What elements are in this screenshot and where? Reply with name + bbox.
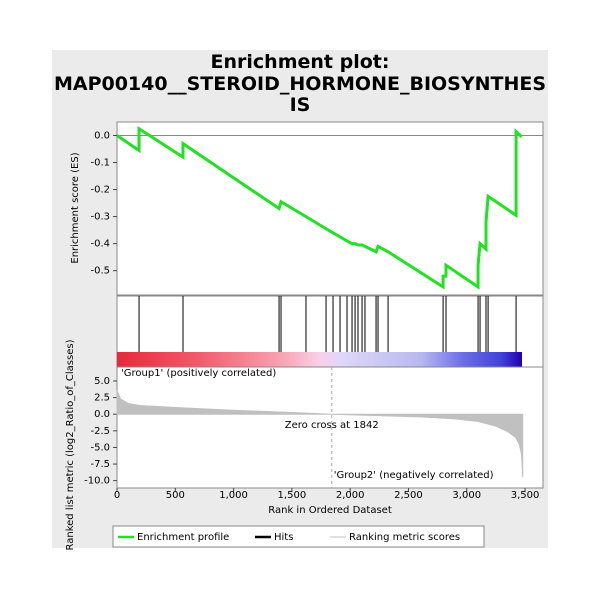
legend-label: Hits [274,532,293,543]
y-tick-label: -7.5 [90,459,110,470]
annotation: 'Group2' (negatively correlated) [334,470,494,481]
x-tick-label: 2,500 [394,490,423,501]
es-panel [116,121,544,296]
y-tick-label: -0.1 [90,158,110,169]
color-bar [117,352,522,367]
metric-area [116,390,524,478]
y-tick-label: 0.0 [94,131,110,142]
x-tick-label: 3,500 [511,490,540,501]
x-axis-label: Rank in Ordered Dataset [268,505,392,516]
y-tick-label: 0.0 [94,409,110,420]
y-axis-label: Ranked list metric (log2_Ratio_of_Classe… [65,339,76,550]
x-tick-label: 0 [114,490,120,501]
y-tick-label: -0.3 [90,212,110,223]
x-tick-label: 1,500 [278,490,307,501]
y-tick-label: -5.0 [90,442,110,453]
y-tick-label: -2.5 [90,426,110,437]
annotation: 'Group1' (positively correlated) [121,368,276,379]
y-tick-label: 5.0 [94,376,110,387]
x-tick-label: 2,000 [336,490,365,501]
x-tick-label: 1,000 [219,490,248,501]
legend-label: Enrichment profile [137,532,229,543]
x-tick-label: 500 [166,490,185,501]
y-tick-label: 2.5 [94,393,110,404]
annotation: Zero cross at 1842 [285,420,379,431]
legend-label: Ranking metric scores [349,532,460,543]
x-tick-label: 3,000 [452,490,481,501]
y-tick-label: -0.2 [90,185,110,196]
y-axis-label: Enrichment score (ES) [70,152,81,263]
chart-subtitle: MAP00140__STEROID_HORMONE_BIOSYNTHESIS [53,73,547,116]
legend [112,525,485,548]
y-tick-label: -0.5 [90,266,110,277]
metric-panel [116,366,544,489]
chart-title: Enrichment plot: [210,51,390,73]
y-tick-label: -10.0 [84,476,110,487]
y-tick-label: -0.4 [90,239,110,250]
es-line [116,126,523,290]
